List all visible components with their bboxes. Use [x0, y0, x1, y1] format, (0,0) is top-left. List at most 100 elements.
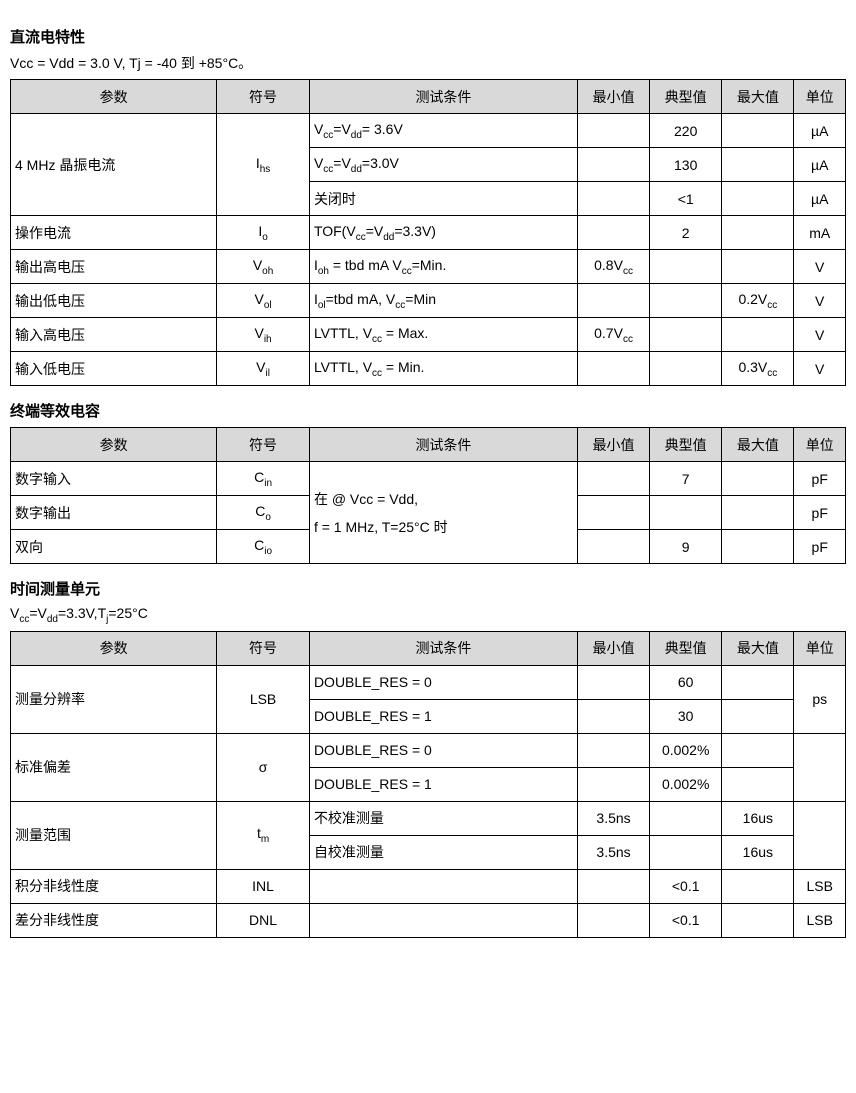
cell-symbol: INL: [217, 869, 310, 903]
cell-min: [577, 903, 649, 937]
cell-max: 16us: [722, 835, 794, 869]
cell-unit: V: [794, 284, 846, 318]
section2-title: 终端等效电容: [10, 400, 846, 421]
cell-param: 输入高电压: [11, 318, 217, 352]
col-min: 最小值: [577, 80, 649, 114]
cell-param: 积分非线性度: [11, 869, 217, 903]
cell-typ: [650, 801, 722, 835]
cell-min: [577, 284, 649, 318]
cell-cond: TOF(Vcc=Vdd=3.3V): [309, 216, 577, 250]
table-header-row: 参数 符号 测试条件 最小值 典型值 最大值 单位: [11, 428, 846, 462]
table-terminal-capacitance: 参数 符号 测试条件 最小值 典型值 最大值 单位 数字输入 Cin 在 @ V…: [10, 427, 846, 564]
section3-subtitle: Vcc=Vdd=3.3V,Tj=25°C: [10, 605, 846, 625]
table-row: 输入低电压 Vil LVTTL, Vcc = Min. 0.3Vcc V: [11, 352, 846, 386]
col-typ: 典型值: [650, 80, 722, 114]
cell-min: [577, 767, 649, 801]
cell-unit: V: [794, 250, 846, 284]
col-unit: 单位: [794, 631, 846, 665]
cell-cond: 关闭时: [309, 182, 577, 216]
col-param: 参数: [11, 631, 217, 665]
cell-max: [722, 767, 794, 801]
cell-param: 差分非线性度: [11, 903, 217, 937]
cell-typ: [650, 835, 722, 869]
cell-param: 输出低电压: [11, 284, 217, 318]
cell-max: [722, 318, 794, 352]
cell-unit: ps: [794, 665, 846, 733]
cell-cond: [309, 869, 577, 903]
cell-max: [722, 699, 794, 733]
cell-param: 测量范围: [11, 801, 217, 869]
col-condition: 测试条件: [309, 631, 577, 665]
cell-min: [577, 114, 649, 148]
col-max: 最大值: [722, 80, 794, 114]
cell-typ: 60: [650, 665, 722, 699]
cell-unit: LSB: [794, 869, 846, 903]
cell-typ: [650, 318, 722, 352]
cell-min: [577, 699, 649, 733]
cell-param: 数字输入: [11, 462, 217, 496]
cell-param: 数字输出: [11, 496, 217, 530]
cell-min: [577, 182, 649, 216]
table-row: 测量分辨率 LSB DOUBLE_RES = 0 60 ps: [11, 665, 846, 699]
cell-cond: DOUBLE_RES = 0: [309, 733, 577, 767]
cell-max: [722, 250, 794, 284]
cell-symbol: LSB: [217, 665, 310, 733]
cell-cond: Vcc=Vdd=3.0V: [309, 148, 577, 182]
cell-typ: [650, 250, 722, 284]
cell-max: 0.3Vcc: [722, 352, 794, 386]
cell-unit: V: [794, 318, 846, 352]
cell-max: [722, 114, 794, 148]
cell-cond: LVTTL, Vcc = Max.: [309, 318, 577, 352]
cell-param: 输出高电压: [11, 250, 217, 284]
cell-symbol: Vol: [217, 284, 310, 318]
col-symbol: 符号: [217, 428, 310, 462]
cell-symbol: tm: [217, 801, 310, 869]
cell-max: [722, 182, 794, 216]
cell-typ: 9: [650, 530, 722, 564]
cell-param: 双向: [11, 530, 217, 564]
cell-symbol: DNL: [217, 903, 310, 937]
cell-param: 输入低电压: [11, 352, 217, 386]
col-symbol: 符号: [217, 80, 310, 114]
cell-unit: [794, 733, 846, 801]
table-row: 测量范围 tm 不校准测量 3.5ns 16us: [11, 801, 846, 835]
cell-param: 操作电流: [11, 216, 217, 250]
cell-cond: DOUBLE_RES = 1: [309, 699, 577, 733]
cell-max: [722, 530, 794, 564]
cell-param: 标准偏差: [11, 733, 217, 801]
cell-min: [577, 869, 649, 903]
cell-min: 0.8Vcc: [577, 250, 649, 284]
cell-typ: <0.1: [650, 869, 722, 903]
cell-cond: DOUBLE_RES = 0: [309, 665, 577, 699]
col-max: 最大值: [722, 428, 794, 462]
cell-typ: [650, 284, 722, 318]
col-condition: 测试条件: [309, 80, 577, 114]
cell-symbol: Ihs: [217, 114, 310, 216]
cell-typ: 7: [650, 462, 722, 496]
table-dc-characteristics: 参数 符号 测试条件 最小值 典型值 最大值 单位 4 MHz 晶振电流 Ihs…: [10, 79, 846, 386]
cell-min: [577, 462, 649, 496]
cell-param: 4 MHz 晶振电流: [11, 114, 217, 216]
cell-symbol: Vih: [217, 318, 310, 352]
cell-unit: V: [794, 352, 846, 386]
cell-symbol: Cin: [217, 462, 310, 496]
col-condition: 测试条件: [309, 428, 577, 462]
cell-cond: Iol=tbd mA, Vcc=Min: [309, 284, 577, 318]
cell-max: 0.2Vcc: [722, 284, 794, 318]
cell-typ: 130: [650, 148, 722, 182]
cell-min: [577, 148, 649, 182]
cell-max: [722, 216, 794, 250]
cell-unit: pF: [794, 530, 846, 564]
cell-min: [577, 530, 649, 564]
cell-min: 0.7Vcc: [577, 318, 649, 352]
table-row: 标准偏差 σ DOUBLE_RES = 0 0.002%: [11, 733, 846, 767]
cell-typ: [650, 352, 722, 386]
col-unit: 单位: [794, 80, 846, 114]
cell-max: 16us: [722, 801, 794, 835]
cell-max: [722, 869, 794, 903]
col-unit: 单位: [794, 428, 846, 462]
table-row: 4 MHz 晶振电流 Ihs Vcc=Vdd= 3.6V 220 µA: [11, 114, 846, 148]
cell-min: [577, 352, 649, 386]
cell-typ: <0.1: [650, 903, 722, 937]
col-max: 最大值: [722, 631, 794, 665]
